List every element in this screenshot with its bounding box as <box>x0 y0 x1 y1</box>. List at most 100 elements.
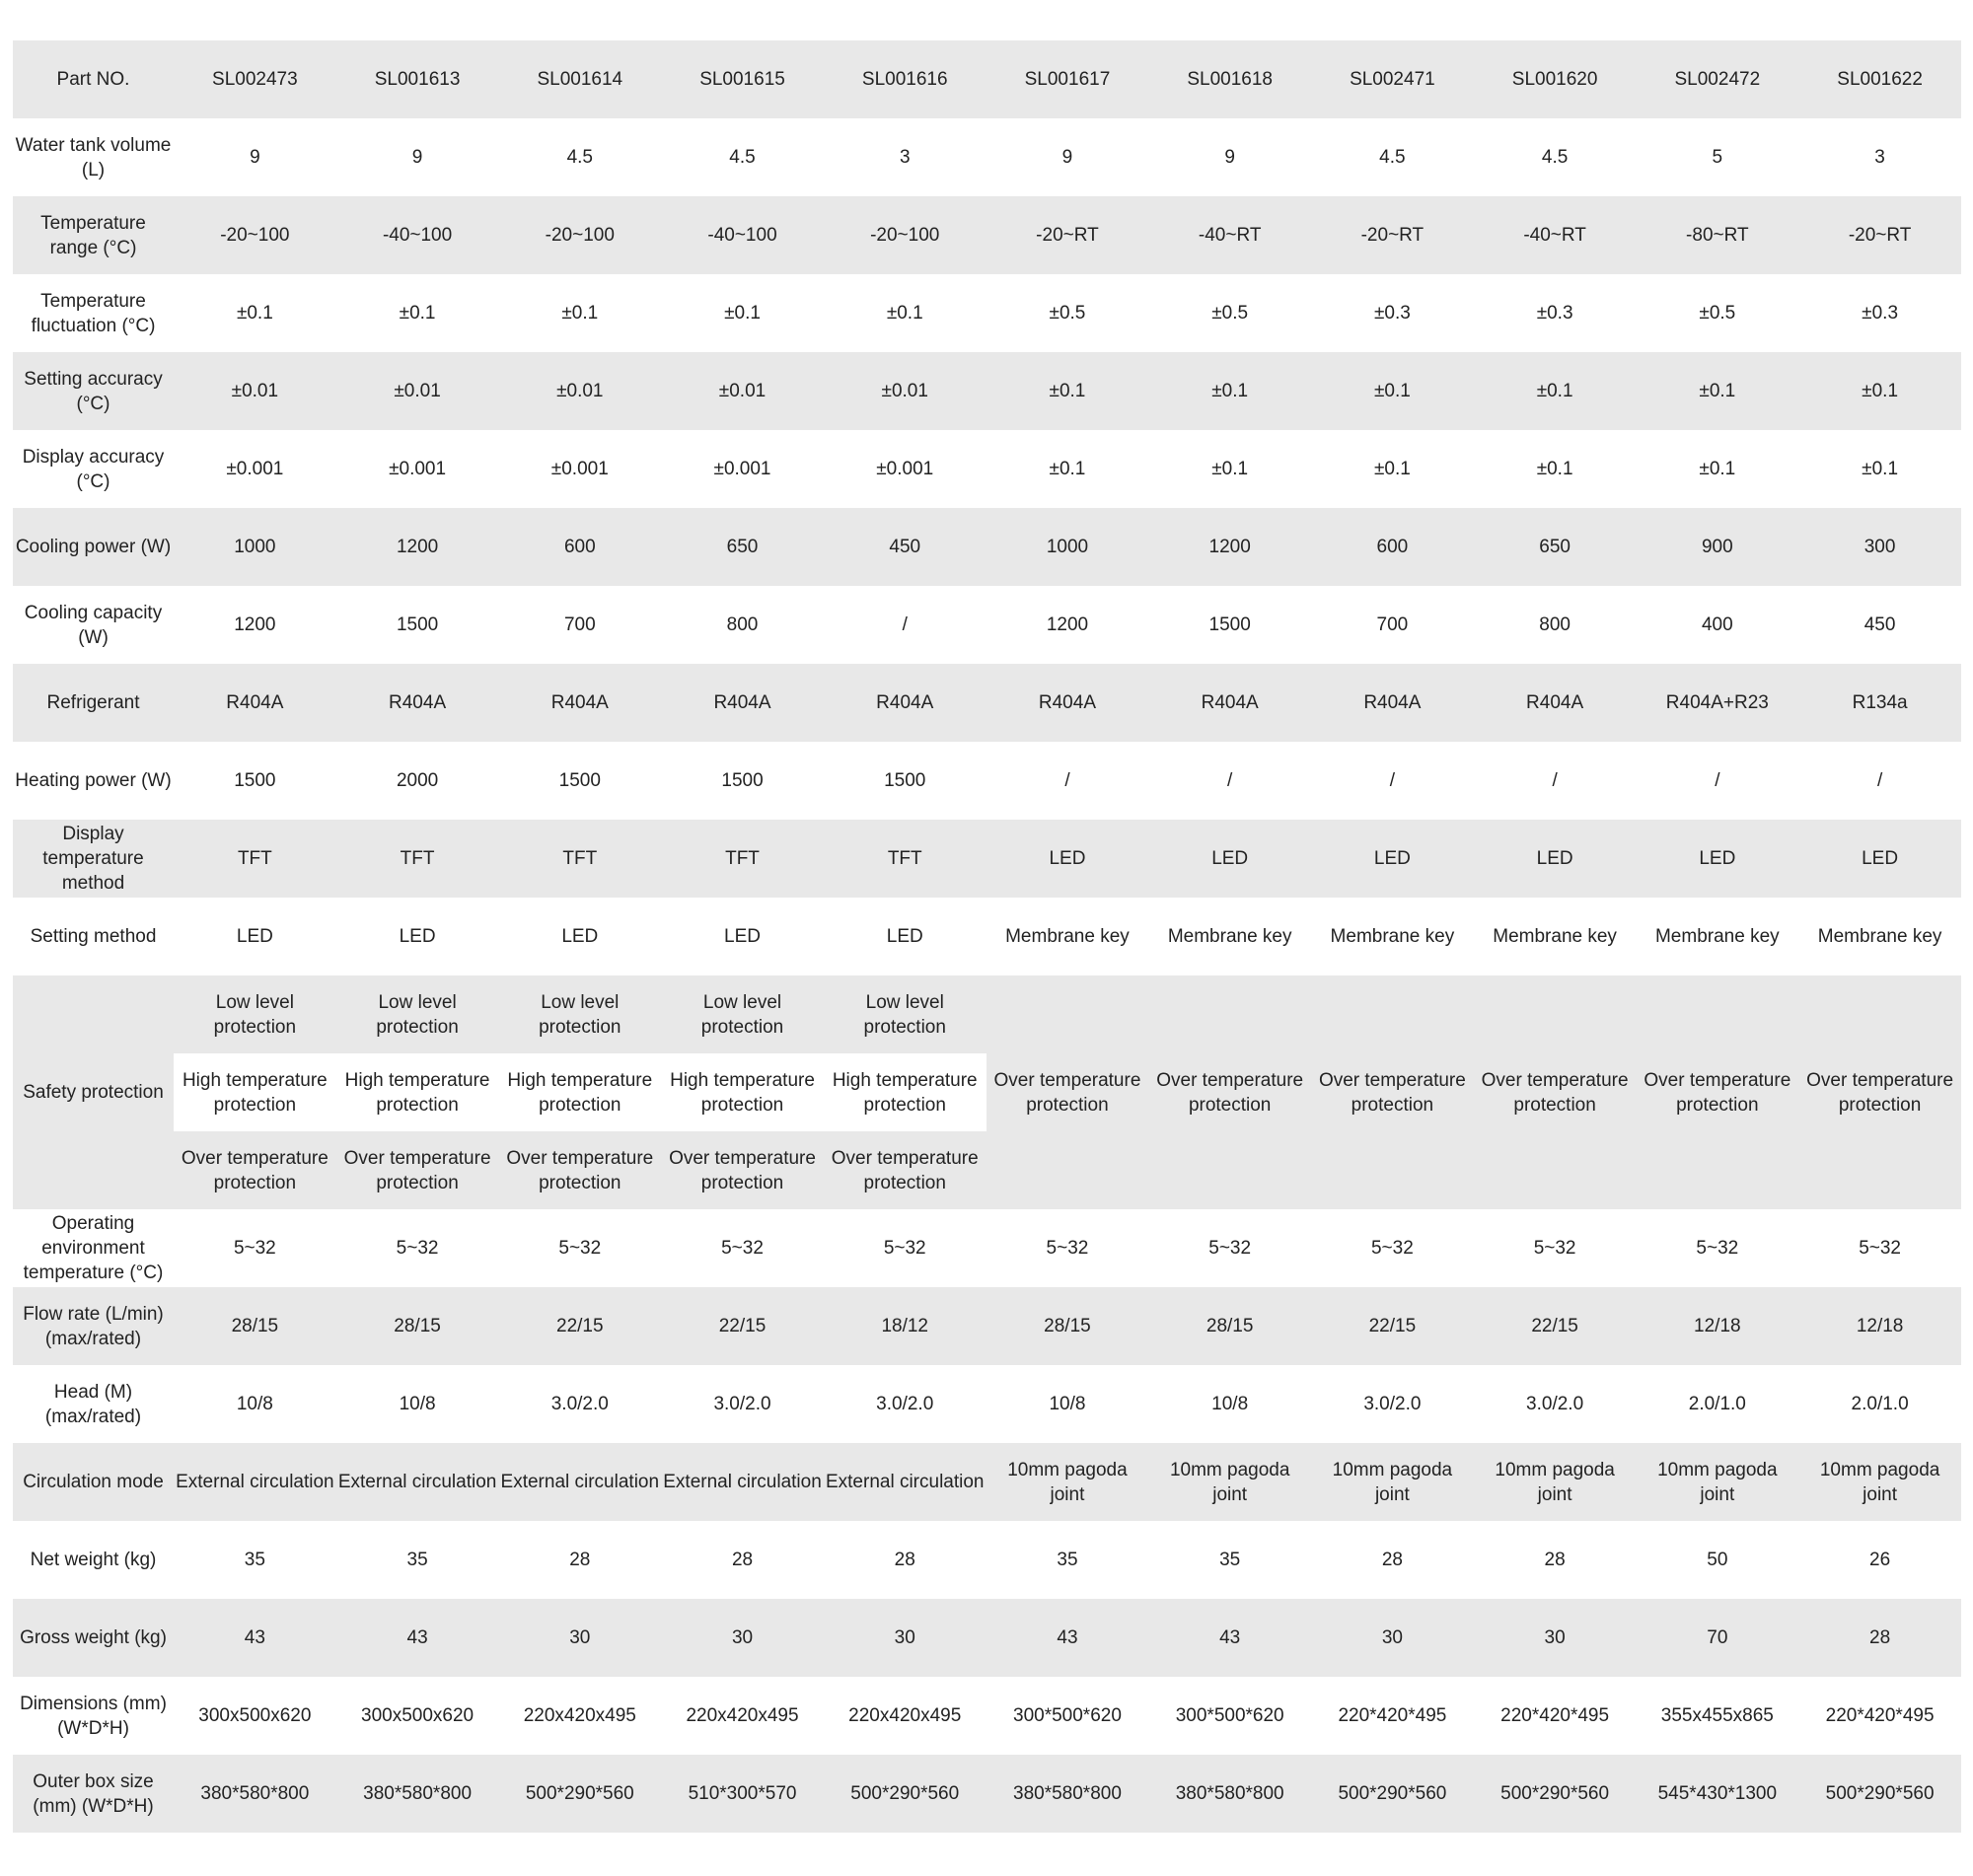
table-row: Cooling power (W) 1000 1200 600 650 450 1000 12… <box>13 508 1961 586</box>
row-label: Dimensions (mm) (W*D*H) <box>13 1677 174 1755</box>
table-row: Setting accuracy (°C) ±0.01 ±0.01 ±0.01 ±0.0… <box>13 352 1961 430</box>
table-cell: 300x500x620 <box>174 1677 336 1755</box>
table-cell: R404A <box>335 664 499 742</box>
table-cell: 22/15 <box>1311 1287 1474 1365</box>
table-cell: 545*430*1300 <box>1636 1755 1799 1833</box>
spec-table-body: Part NO. SL002473 SL001613 SL001614 SL001615… <box>13 40 1961 1833</box>
safety-item: Over temperature protection <box>831 1147 979 1193</box>
table-cell: 400 <box>1636 586 1799 664</box>
table-cell: ±0.1 <box>335 274 499 352</box>
table-cell: -40~100 <box>661 196 824 274</box>
table-cell: 12/18 <box>1636 1287 1799 1365</box>
table-cell: ±0.1 <box>498 274 662 352</box>
table-cell: ±0.3 <box>1798 274 1961 352</box>
table-cell: 10mm pagoda joint <box>1148 1443 1312 1521</box>
table-cell: / <box>1311 742 1474 820</box>
table-cell: 380*580*800 <box>986 1755 1149 1833</box>
table-cell: External circulation <box>174 1443 336 1521</box>
table-cell: -20~RT <box>1798 196 1961 274</box>
table-cell: ±0.1 <box>823 274 986 352</box>
table-cell: 1200 <box>986 586 1149 664</box>
row-label: Temperature fluctuation (°C) <box>13 274 174 352</box>
table-cell: LED <box>1798 820 1961 898</box>
table-cell: 1500 <box>174 742 336 820</box>
row-label: Circulation mode <box>13 1443 174 1521</box>
table-cell: ±0.001 <box>335 430 499 508</box>
table-row: Circulation mode External circulation Exte… <box>13 1443 1961 1521</box>
table-cell: LED <box>335 898 499 975</box>
table-cell: ±0.01 <box>823 352 986 430</box>
table-row: Net weight (kg) 35 35 28 28 28 35 35 28 28 50 26 <box>13 1521 1961 1599</box>
table-cell: TFT <box>335 820 499 898</box>
table-cell: 500*290*560 <box>498 1755 662 1833</box>
table-cell: 500*290*560 <box>1311 1755 1474 1833</box>
table-cell: ±0.1 <box>1148 352 1312 430</box>
safety-item: Over temperature protection <box>181 1147 329 1193</box>
part-number: SL002471 <box>1311 40 1474 118</box>
table-cell: 300 <box>1798 508 1961 586</box>
table-cell: ±0.1 <box>1473 352 1637 430</box>
row-label: Cooling power (W) <box>13 508 174 586</box>
row-label: Gross weight (kg) <box>13 1599 174 1677</box>
table-row: Head (M) (max/rated) 10/8 10/8 3.0/2.0 3.0/2… <box>13 1365 1961 1443</box>
table-cell: 43 <box>335 1599 499 1677</box>
row-label: Setting accuracy (°C) <box>13 352 174 430</box>
table-cell: 9 <box>1148 118 1312 196</box>
table-cell: 10mm pagoda joint <box>1473 1443 1637 1521</box>
table-cell: Over temperature protection <box>1798 975 1961 1209</box>
row-label: Temperature range (°C) <box>13 196 174 274</box>
table-cell: ±0.01 <box>335 352 499 430</box>
table-cell: R404A <box>1311 664 1474 742</box>
table-cell: ±0.1 <box>986 430 1149 508</box>
table-cell: Over temperature protection <box>1473 975 1637 1209</box>
table-cell-stack: Low level protection High temperature pro… <box>174 975 336 1209</box>
table-cell: 800 <box>1473 586 1637 664</box>
table-cell: 450 <box>823 508 986 586</box>
safety-item: Over temperature protection <box>669 1147 816 1193</box>
table-cell: 12/18 <box>1798 1287 1961 1365</box>
table-cell: 35 <box>986 1521 1149 1599</box>
table-cell: TFT <box>661 820 824 898</box>
table-cell: R404A <box>823 664 986 742</box>
table-cell: Membrane key <box>1473 898 1637 975</box>
table-cell: -20~100 <box>823 196 986 274</box>
table-cell: 28 <box>1311 1521 1474 1599</box>
table-cell: 5 <box>1636 118 1799 196</box>
table-cell: ±0.001 <box>174 430 336 508</box>
table-cell: 28 <box>1473 1521 1637 1599</box>
table-cell-stack: Low level protection High temperature pro… <box>823 975 986 1209</box>
table-cell: ±0.1 <box>1148 430 1312 508</box>
table-cell: 2.0/1.0 <box>1798 1365 1961 1443</box>
table-cell: -20~RT <box>986 196 1149 274</box>
table-cell: 220x420x495 <box>823 1677 986 1755</box>
table-cell: 220*420*495 <box>1473 1677 1637 1755</box>
table-cell: 1200 <box>1148 508 1312 586</box>
table-cell: ±0.001 <box>661 430 824 508</box>
table-cell: ±0.1 <box>1636 352 1799 430</box>
table-cell: LED <box>823 898 986 975</box>
table-cell: 220x420x495 <box>661 1677 824 1755</box>
row-label: Flow rate (L/min) (max/rated) <box>13 1287 174 1365</box>
table-cell: 300*500*620 <box>986 1677 1149 1755</box>
table-cell: Membrane key <box>1148 898 1312 975</box>
header-row: Part NO. SL002473 SL001613 SL001614 SL001615… <box>13 40 1961 118</box>
table-cell: 1500 <box>335 586 499 664</box>
table-cell: 5~32 <box>823 1209 986 1287</box>
table-cell: 2000 <box>335 742 499 820</box>
table-cell: 5~32 <box>986 1209 1149 1287</box>
table-row: Safety protection Low level protection Hig… <box>13 975 1961 1209</box>
table-cell: ±0.5 <box>986 274 1149 352</box>
table-cell: 380*580*800 <box>174 1755 336 1833</box>
table-cell: 5~32 <box>498 1209 662 1287</box>
table-cell: 10mm pagoda joint <box>1798 1443 1961 1521</box>
table-cell: / <box>1148 742 1312 820</box>
table-cell-stack: Low level protection High temperature pro… <box>498 975 662 1209</box>
table-cell: 9 <box>986 118 1149 196</box>
table-cell: 900 <box>1636 508 1799 586</box>
table-cell: 3.0/2.0 <box>661 1365 824 1443</box>
table-cell: Over temperature protection <box>1311 975 1474 1209</box>
table-row: Temperature range (°C) -20~100 -40~100 -20~… <box>13 196 1961 274</box>
table-cell: 30 <box>1311 1599 1474 1677</box>
part-number: SL001618 <box>1148 40 1312 118</box>
part-number: SL001622 <box>1798 40 1961 118</box>
